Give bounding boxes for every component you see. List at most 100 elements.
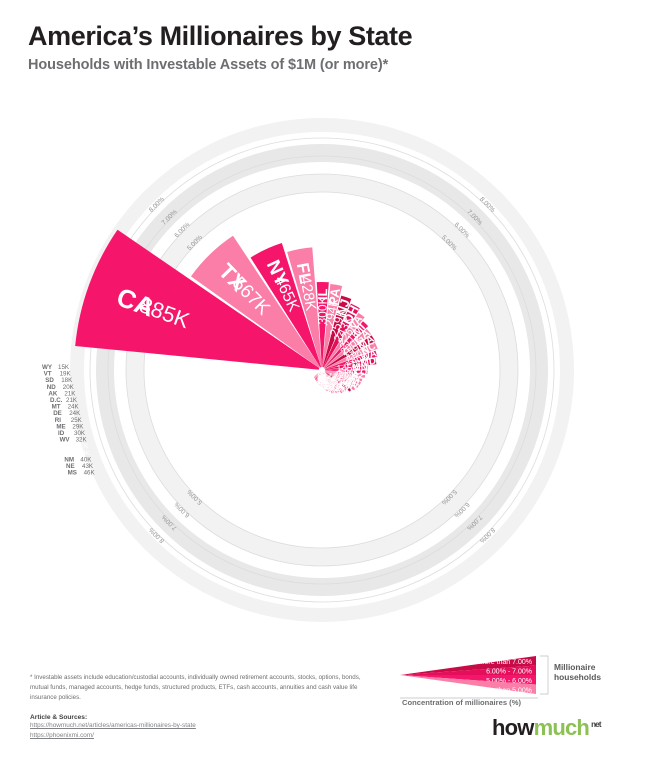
bar-segment-va[interactable] xyxy=(323,312,365,368)
legend-axis-label: Concentration of millionaires (%) xyxy=(402,698,521,707)
logo-part-how: how xyxy=(492,715,534,740)
bar-label-value-ut: 58K xyxy=(320,373,329,385)
bar-label-state-tn: TN xyxy=(344,377,359,391)
small-state-abbrev-ak: AK xyxy=(48,390,57,397)
bar-label-value-or: 89K xyxy=(329,377,341,389)
bar-segment-mi[interactable] xyxy=(323,321,369,368)
bar-segment-ky[interactable] xyxy=(323,372,338,394)
bar-segment-wi[interactable] xyxy=(324,370,361,385)
small-state-abbrev-ri: RI xyxy=(55,417,61,424)
bar-segment-ms[interactable] xyxy=(322,372,325,389)
bar-segment-ca[interactable] xyxy=(75,229,320,370)
bar-segment-fl[interactable] xyxy=(287,247,322,368)
legend-band-3[interactable] xyxy=(400,675,536,694)
bar-segment-nc[interactable] xyxy=(324,342,378,369)
bar-segment-vt[interactable] xyxy=(313,372,320,378)
bar-segment-ri[interactable] xyxy=(316,372,321,382)
bar-segment-hi[interactable] xyxy=(319,372,322,386)
bar-segment-mn[interactable] xyxy=(324,366,368,370)
small-state-abbrev-mt: MT xyxy=(52,404,61,411)
bar-segment-ks[interactable] xyxy=(322,372,331,392)
bar-segment-ar[interactable] xyxy=(322,372,326,390)
bar-segment-sc[interactable] xyxy=(324,371,347,392)
howmuch-logo[interactable]: howmuch net xyxy=(492,715,601,741)
bar-segment-or[interactable] xyxy=(324,372,345,392)
small-state-value-ak: 21K xyxy=(64,390,76,397)
bar-segment-ct[interactable] xyxy=(324,371,352,392)
bar-segment-az[interactable] xyxy=(324,370,366,378)
bar-segment-de[interactable] xyxy=(316,372,321,382)
bar-label-value-la: 79K xyxy=(325,376,336,388)
legend-band-label-2: 5.00% - 6.00% xyxy=(486,678,532,685)
sources-title: Article & Sources: xyxy=(30,714,88,721)
bar-segment-co[interactable] xyxy=(324,370,368,374)
bar-label-state-co: CO xyxy=(354,367,368,378)
bar-label-value-il: 300K xyxy=(315,296,329,324)
bar-label-value-ok: 71K xyxy=(323,375,333,387)
bar-segment-nd[interactable] xyxy=(314,372,321,380)
bar-segment-mo[interactable] xyxy=(324,371,357,392)
bar-label-state-ky: KY xyxy=(329,383,340,395)
bar-segment-me[interactable] xyxy=(317,372,322,384)
bar-segment-ia[interactable] xyxy=(323,372,334,394)
grid-ring-line xyxy=(107,155,537,585)
bar-segment-mt[interactable] xyxy=(315,372,321,382)
bar-segment-al[interactable] xyxy=(323,372,343,394)
bar-segment-nm[interactable] xyxy=(321,372,322,387)
small-state-value-hi: 37K xyxy=(77,443,89,450)
bar-label-state-in: IN xyxy=(350,372,361,384)
legend: More than 7.00% 6.00% - 7.00% 5.00% - 6.00… xyxy=(396,652,644,708)
bar-segment-ny[interactable] xyxy=(250,243,322,368)
bar-label-state-fl: FL xyxy=(293,261,315,285)
source-link-2[interactable]: https://phoenixmi.com/ xyxy=(30,731,94,739)
bar-label-value-al: 89K xyxy=(328,377,340,389)
legend-band-1[interactable] xyxy=(400,665,536,676)
bar-segment-il[interactable] xyxy=(316,281,329,368)
bar-label-state-pa: PA xyxy=(325,286,343,306)
bar-segment-tx[interactable] xyxy=(190,235,321,369)
small-state-abbrev-dc.: D.C. xyxy=(50,397,63,404)
bar-segment-wv[interactable] xyxy=(318,372,322,385)
small-state-value-sd: 18K xyxy=(61,377,73,384)
bar-segment-oh[interactable] xyxy=(323,303,360,368)
small-state-value-dc.: 21K xyxy=(66,397,78,404)
bar-segment-wa[interactable] xyxy=(324,350,378,370)
bar-label-value-ks: 62K xyxy=(321,374,330,386)
bar-segment-ne[interactable] xyxy=(322,372,323,388)
bar-label-state-ut: UT xyxy=(322,382,331,392)
legend-band-0[interactable] xyxy=(400,656,536,675)
bar-label-state-ks: KS xyxy=(323,382,333,392)
bar-label-state-ar: AR xyxy=(320,380,328,390)
legend-band-label-0: More than 7.00% xyxy=(479,659,532,666)
bar-label-state-nv: NV xyxy=(321,381,330,392)
bar-segment-wy[interactable] xyxy=(314,371,320,377)
logo-text: howmuch net xyxy=(492,715,601,740)
bar-segment-tn[interactable] xyxy=(324,371,359,388)
small-state-value-wy: 15K xyxy=(58,364,70,371)
bar-segment-ma[interactable] xyxy=(324,335,376,369)
bar-segment-sd[interactable] xyxy=(314,372,321,379)
bar-segment-in[interactable] xyxy=(324,370,363,382)
bar-segment-ut[interactable] xyxy=(322,372,329,392)
bar-segment-nv[interactable] xyxy=(322,372,327,391)
small-state-abbrev-vt: VT xyxy=(44,371,52,378)
bar-segment-nj[interactable] xyxy=(322,295,352,368)
bar-segment-ok[interactable] xyxy=(323,372,335,393)
bar-segment-ga[interactable] xyxy=(324,329,372,369)
source-link-1[interactable]: https://howmuch.net/articles/americas-mi… xyxy=(30,722,196,729)
small-state-value-de: 24K xyxy=(69,410,81,417)
small-state-abbrev-nh: NH xyxy=(63,450,72,457)
bar-label-value-ar: 50K xyxy=(319,371,327,382)
bar-label-state-wa: WA xyxy=(360,348,379,363)
bar-label-value-ia: 71K xyxy=(322,376,332,388)
bar-segment-la[interactable] xyxy=(323,372,340,393)
bar-segment-dc[interactable] xyxy=(315,372,321,381)
bar-segment-nh[interactable] xyxy=(320,372,322,387)
bar-label-state-ne: NE xyxy=(319,379,326,388)
bar-segment-id[interactable] xyxy=(318,372,322,384)
bar-segment-ak[interactable] xyxy=(314,372,321,380)
bar-segment-md[interactable] xyxy=(324,358,377,370)
bar-label-state-wi: WI xyxy=(347,375,361,388)
bar-segment-pa[interactable] xyxy=(322,284,343,368)
